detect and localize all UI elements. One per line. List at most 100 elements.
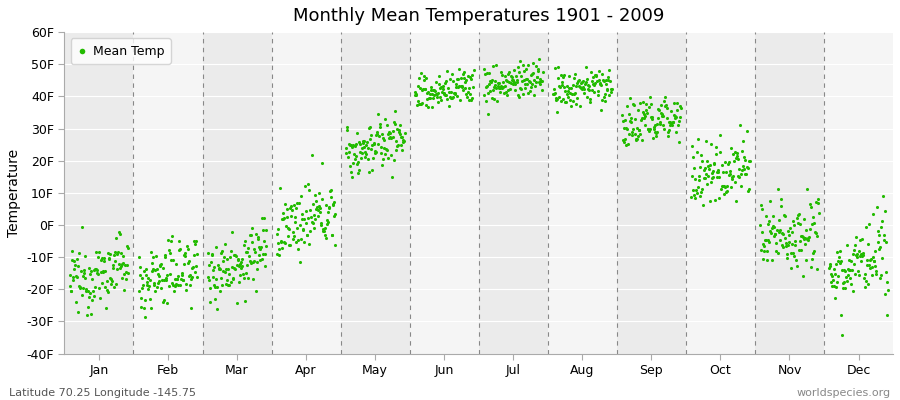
Mean Temp — [439, 78, 454, 84]
Mean Temp — [874, 224, 888, 230]
Mean Temp — [430, 91, 445, 98]
Mean Temp — [628, 136, 643, 143]
Mean Temp — [310, 198, 324, 204]
Mean Temp — [177, 253, 192, 259]
Mean Temp — [800, 186, 814, 192]
Mean Temp — [558, 99, 572, 106]
Mean Temp — [237, 274, 251, 281]
Mean Temp — [518, 66, 533, 72]
Mean Temp — [252, 252, 266, 259]
Mean Temp — [394, 134, 409, 140]
Mean Temp — [221, 266, 236, 273]
Mean Temp — [552, 83, 566, 89]
Mean Temp — [572, 76, 586, 83]
Mean Temp — [590, 72, 604, 79]
Mean Temp — [367, 148, 382, 154]
Mean Temp — [458, 79, 473, 86]
Mean Temp — [299, 208, 313, 214]
Mean Temp — [662, 119, 676, 126]
Mean Temp — [517, 68, 531, 75]
Mean Temp — [185, 274, 200, 280]
Mean Temp — [500, 70, 515, 77]
Mean Temp — [216, 268, 230, 274]
Mean Temp — [794, 233, 808, 240]
Mean Temp — [560, 83, 574, 89]
Mean Temp — [573, 102, 588, 109]
Mean Temp — [686, 154, 700, 160]
Mean Temp — [212, 288, 227, 294]
Mean Temp — [453, 96, 467, 103]
Mean Temp — [789, 215, 804, 222]
Mean Temp — [151, 280, 166, 286]
Mean Temp — [80, 312, 94, 318]
Mean Temp — [706, 168, 721, 174]
Mean Temp — [278, 200, 293, 207]
Mean Temp — [559, 98, 573, 105]
Mean Temp — [345, 144, 359, 150]
Mean Temp — [117, 271, 131, 277]
Mean Temp — [370, 131, 384, 138]
Mean Temp — [80, 304, 94, 310]
Mean Temp — [176, 277, 191, 283]
Mean Temp — [860, 241, 875, 248]
Mean Temp — [271, 239, 285, 246]
Mean Temp — [481, 89, 495, 96]
Mean Temp — [159, 277, 174, 284]
Mean Temp — [219, 266, 233, 272]
Mean Temp — [755, 228, 770, 235]
Mean Temp — [803, 226, 817, 232]
Mean Temp — [78, 286, 93, 292]
Mean Temp — [189, 238, 203, 244]
Mean Temp — [203, 259, 218, 265]
Mean Temp — [68, 298, 83, 305]
Mean Temp — [869, 268, 884, 274]
Mean Temp — [247, 259, 261, 265]
Mean Temp — [697, 175, 711, 181]
Mean Temp — [457, 74, 472, 81]
Mean Temp — [308, 192, 322, 198]
Mean Temp — [394, 142, 409, 148]
Mean Temp — [667, 99, 681, 106]
Mean Temp — [437, 79, 452, 86]
Mean Temp — [598, 81, 613, 87]
Mean Temp — [408, 92, 422, 98]
Mean Temp — [775, 242, 789, 248]
Mean Temp — [259, 226, 274, 233]
Mean Temp — [839, 274, 853, 280]
Mean Temp — [779, 240, 794, 246]
Mean Temp — [256, 237, 271, 244]
Mean Temp — [590, 78, 604, 84]
Mean Temp — [841, 272, 855, 278]
Mean Temp — [663, 120, 678, 126]
Mean Temp — [620, 102, 634, 109]
Mean Temp — [760, 257, 774, 264]
Mean Temp — [595, 97, 609, 103]
Mean Temp — [184, 305, 199, 311]
Mean Temp — [644, 94, 658, 100]
Mean Temp — [152, 273, 166, 280]
Mean Temp — [875, 255, 889, 261]
Mean Temp — [230, 300, 244, 306]
Mean Temp — [426, 95, 440, 101]
Mean Temp — [435, 88, 449, 95]
Mean Temp — [578, 81, 592, 87]
Mean Temp — [158, 254, 172, 261]
Mean Temp — [440, 68, 454, 75]
Mean Temp — [626, 132, 640, 138]
Mean Temp — [823, 263, 837, 270]
Mean Temp — [738, 157, 752, 163]
Mean Temp — [690, 136, 705, 142]
Mean Temp — [95, 269, 110, 275]
Mean Temp — [513, 85, 527, 91]
Mean Temp — [424, 84, 438, 90]
Mean Temp — [641, 126, 655, 132]
Mean Temp — [287, 214, 302, 220]
Mean Temp — [143, 296, 157, 302]
Mean Temp — [585, 74, 599, 81]
Mean Temp — [290, 199, 304, 206]
Mean Temp — [493, 83, 508, 90]
Mean Temp — [257, 250, 272, 257]
Mean Temp — [853, 250, 868, 257]
Mean Temp — [279, 206, 293, 212]
Mean Temp — [781, 228, 796, 234]
